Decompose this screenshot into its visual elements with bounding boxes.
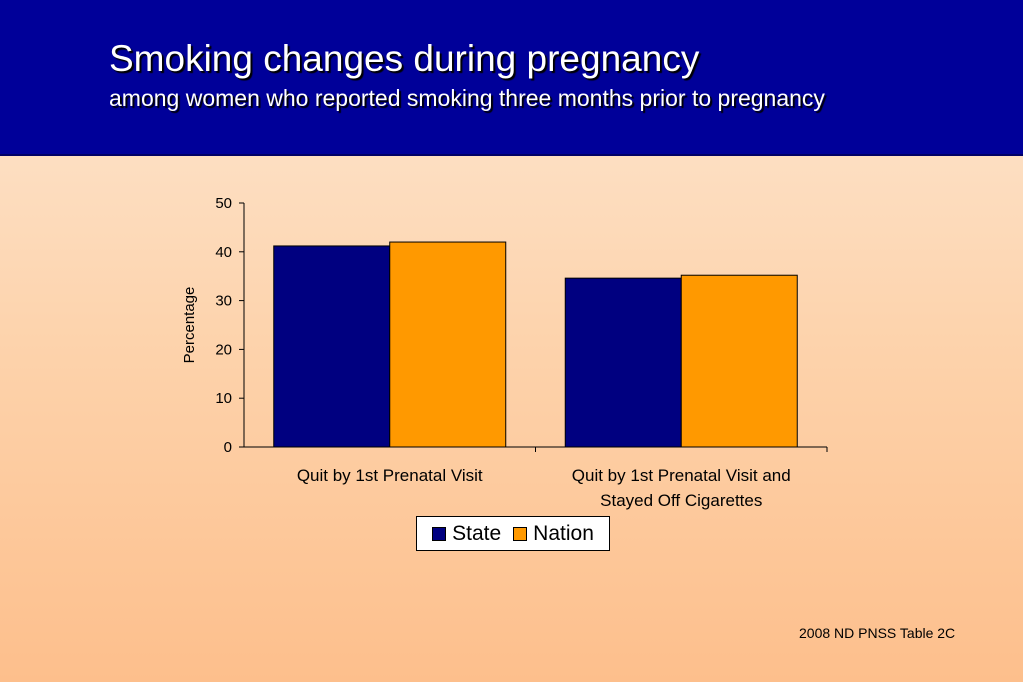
legend-swatch-state <box>432 526 447 541</box>
y-tick-label: 40 <box>215 244 232 261</box>
y-axis-label: Percentage <box>181 287 198 364</box>
y-tick-label: 50 <box>215 195 232 212</box>
y-tick-label: 30 <box>215 293 232 310</box>
chart-legend: State Nation <box>416 516 610 551</box>
x-category-label: Quit by 1st Prenatal Visit and <box>572 466 791 485</box>
y-tick-label: 10 <box>215 390 232 407</box>
legend-item-state: State <box>432 522 501 546</box>
page-title: Smoking changes during pregnancy <box>109 38 700 79</box>
bar-nation-1 <box>389 241 507 448</box>
x-category-label: Stayed Off Cigarettes <box>600 491 762 510</box>
y-tick-label: 20 <box>215 341 232 358</box>
bar-nation-2 <box>680 274 798 448</box>
source-note: 2008 ND PNSS Table 2C <box>799 625 956 641</box>
header-banner: Smoking changes during pregnancy among w… <box>0 0 1023 156</box>
legend-swatch-nation <box>513 526 528 541</box>
page-subtitle: among women who reported smoking three m… <box>109 85 825 111</box>
y-tick-label: 0 <box>224 439 232 456</box>
legend-label-state: State <box>452 521 502 545</box>
x-category-label: Quit by 1st Prenatal Visit <box>297 466 483 485</box>
legend-item-nation: Nation <box>513 522 594 546</box>
bar-state-1 <box>273 245 391 448</box>
bar-state-2 <box>564 277 682 448</box>
legend-label-nation: Nation <box>533 521 594 545</box>
